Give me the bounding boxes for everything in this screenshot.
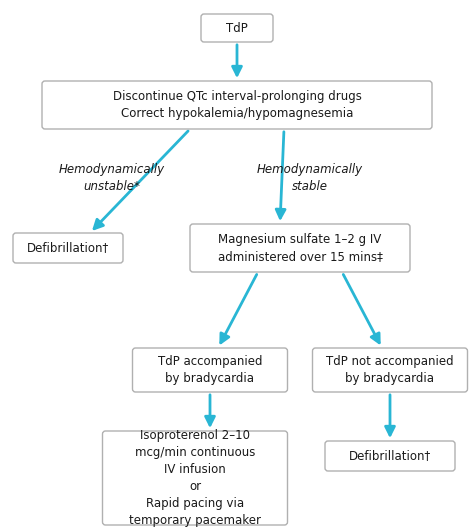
Text: Discontinue QTc interval-prolonging drugs
Correct hypokalemia/hypomagnesemia: Discontinue QTc interval-prolonging drug… [112, 90, 362, 120]
Text: Defibrillation†: Defibrillation† [349, 450, 431, 463]
Text: TdP accompanied
by bradycardia: TdP accompanied by bradycardia [158, 355, 262, 385]
FancyBboxPatch shape [312, 348, 467, 392]
Text: TdP not accompanied
by bradycardia: TdP not accompanied by bradycardia [326, 355, 454, 385]
FancyBboxPatch shape [102, 431, 288, 525]
FancyBboxPatch shape [13, 233, 123, 263]
Text: TdP: TdP [226, 21, 248, 35]
FancyBboxPatch shape [201, 14, 273, 42]
Text: Magnesium sulfate 1–2 g IV
administered over 15 mins‡: Magnesium sulfate 1–2 g IV administered … [218, 233, 383, 263]
Text: Defibrillation†: Defibrillation† [27, 242, 109, 254]
FancyBboxPatch shape [325, 441, 455, 471]
FancyBboxPatch shape [42, 81, 432, 129]
FancyBboxPatch shape [133, 348, 288, 392]
Text: Hemodynamically
stable: Hemodynamically stable [257, 163, 363, 193]
Text: Hemodynamically
unstable*: Hemodynamically unstable* [59, 163, 165, 193]
FancyBboxPatch shape [190, 224, 410, 272]
Text: Isoproterenol 2–10
mcg/min continuous
IV infusion
or
Rapid pacing via
temporary : Isoproterenol 2–10 mcg/min continuous IV… [129, 429, 261, 527]
